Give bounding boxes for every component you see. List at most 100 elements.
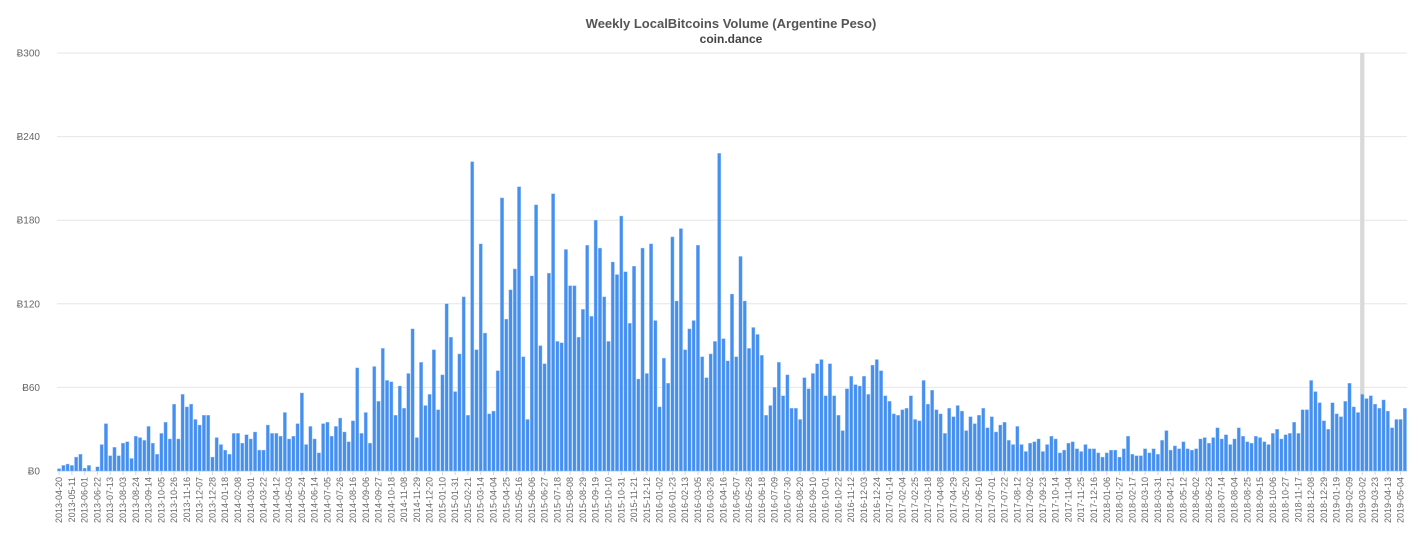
y-tick-label: Ƀ0 <box>28 467 41 478</box>
x-tick-label: 2016-01-23 <box>667 477 677 523</box>
bar <box>1241 435 1245 472</box>
bar <box>934 409 939 472</box>
x-tick-label: 2015-09-19 <box>591 477 601 523</box>
bar <box>1096 452 1101 472</box>
bar <box>236 433 240 472</box>
bar <box>1173 445 1177 472</box>
x-tick-label: 2018-09-15 <box>1255 477 1265 523</box>
x-tick-label: 2017-09-02 <box>1025 477 1035 523</box>
bar <box>764 415 768 472</box>
bar <box>1258 437 1262 472</box>
bar <box>1151 448 1156 472</box>
bar <box>1224 434 1228 472</box>
x-tick-label: 2018-08-04 <box>1230 477 1240 523</box>
bar <box>423 405 428 472</box>
bar <box>231 433 236 472</box>
x-tick-label: 2013-12-07 <box>195 477 205 523</box>
bar <box>1134 455 1139 472</box>
x-tick-label: 2016-07-30 <box>782 477 792 523</box>
x-tick-label: 2015-01-31 <box>450 477 460 523</box>
bar <box>1147 452 1152 472</box>
x-tick-label: 2018-04-21 <box>1166 477 1176 523</box>
bar <box>828 363 832 472</box>
bar <box>99 444 104 472</box>
x-tick-label: 2014-11-29 <box>412 477 422 522</box>
bar <box>1185 448 1190 472</box>
x-tick-label: 2018-11-17 <box>1293 477 1303 522</box>
bar <box>977 415 981 472</box>
bar <box>363 412 368 472</box>
bar <box>610 261 615 472</box>
bar <box>734 356 739 472</box>
bar <box>708 353 713 472</box>
bar <box>819 359 824 472</box>
x-tick-label: 2014-05-24 <box>297 477 307 523</box>
x-tick-label: 2015-01-10 <box>437 477 447 523</box>
bar <box>351 420 355 472</box>
bar <box>512 268 517 472</box>
x-tick-label: 2016-04-16 <box>718 477 728 523</box>
bar <box>150 442 155 472</box>
x-tick-label: 2019-05-04 <box>1396 477 1406 523</box>
bar <box>334 426 338 472</box>
y-tick-label: Ƀ240 <box>17 132 41 143</box>
bar <box>1083 444 1088 472</box>
bar <box>1075 448 1079 472</box>
bar <box>202 415 206 472</box>
bar <box>955 405 960 472</box>
bar <box>261 449 266 472</box>
x-tick-label: 2017-07-01 <box>987 477 997 523</box>
bar <box>57 468 61 472</box>
bar <box>998 424 1003 472</box>
bar <box>725 360 730 472</box>
x-tick-label: 2014-01-18 <box>220 477 230 523</box>
bar <box>1006 440 1011 472</box>
bar <box>82 468 87 472</box>
bar <box>342 431 347 472</box>
bar <box>253 431 257 472</box>
x-tick-label: 2014-03-01 <box>246 477 256 523</box>
bar <box>598 247 602 472</box>
x-tick-label: 2014-06-14 <box>310 477 320 523</box>
bar <box>1249 442 1254 472</box>
x-tick-label: 2016-10-22 <box>833 477 843 523</box>
bar <box>78 454 83 472</box>
bar <box>1296 433 1301 472</box>
x-tick-label: 2018-10-27 <box>1281 477 1291 523</box>
bar <box>559 342 564 472</box>
x-tick-label: 2017-06-10 <box>974 477 984 523</box>
x-tick-label: 2013-07-13 <box>105 477 115 523</box>
bar <box>244 434 249 472</box>
bar <box>772 387 777 472</box>
bar <box>1305 409 1309 472</box>
x-tick-label: 2018-03-10 <box>1140 477 1150 523</box>
x-tick-label: 2014-09-06 <box>361 477 371 523</box>
bar <box>287 438 291 472</box>
x-tick-label: 2013-09-14 <box>144 477 154 523</box>
x-tick-label: 2013-06-22 <box>92 477 102 523</box>
bar <box>1023 451 1028 472</box>
bar <box>1356 412 1360 472</box>
x-tick-label: 2014-03-22 <box>259 477 269 523</box>
x-tick-label: 2014-07-26 <box>335 477 345 523</box>
bar <box>644 373 649 472</box>
bar <box>155 454 159 472</box>
bar <box>257 449 262 472</box>
bar <box>1343 401 1348 472</box>
x-tick-label: 2017-08-12 <box>1012 477 1022 523</box>
bar <box>1049 435 1054 472</box>
bar <box>1236 427 1241 472</box>
bar <box>419 362 423 472</box>
bar <box>742 300 747 472</box>
bar <box>291 435 296 472</box>
x-tick-label: 2018-01-27 <box>1115 477 1125 523</box>
bar <box>896 415 900 472</box>
bar <box>653 320 658 472</box>
bar <box>112 447 117 472</box>
bar <box>1168 449 1173 472</box>
bar <box>1011 444 1015 472</box>
bar <box>317 452 321 472</box>
bar <box>525 419 530 472</box>
bar <box>836 415 841 472</box>
y-tick-label: Ƀ300 <box>17 49 41 60</box>
